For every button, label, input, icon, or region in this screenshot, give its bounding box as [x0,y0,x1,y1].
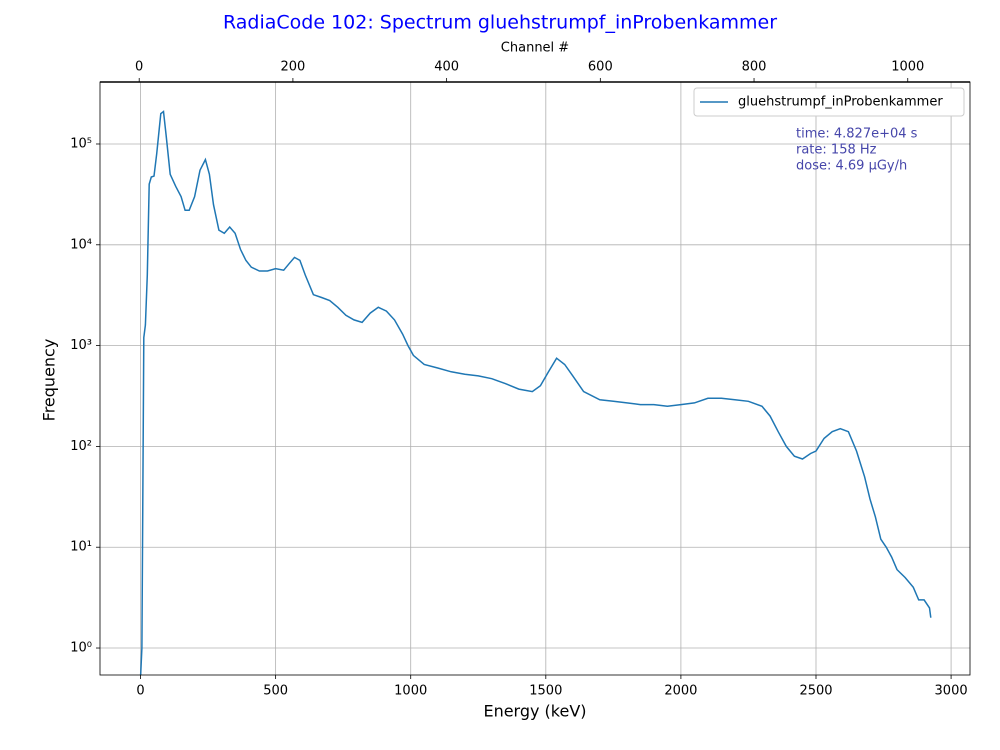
x2-axis-label: Channel # [501,41,569,56]
series-line [139,110,932,675]
y-tick-label: 10² [70,439,92,454]
x2-tick-label: 800 [742,60,767,75]
x-tick-label: 500 [263,684,288,699]
y-tick-label: 10⁵ [70,136,92,151]
y-tick-label: 10³ [70,338,92,353]
x-tick-label: 3000 [935,684,968,699]
x2-tick-label: 0 [135,60,143,75]
annotation: dose: 4.69 µGy/h [796,159,907,174]
annotation: time: 4.827e+04 s [796,127,918,142]
annotation: rate: 158 Hz [796,143,877,158]
x2-tick-label: 1000 [891,60,924,75]
x2-tick-label: 200 [280,60,305,75]
x-tick-label: 1000 [394,684,427,699]
y-tick-label: 10⁴ [70,237,92,252]
x2-tick-label: 400 [434,60,459,75]
y-tick-label: 10⁰ [70,641,92,656]
x2-tick-label: 600 [588,60,613,75]
legend-box [693,87,965,117]
y-axis-label: Frequency [40,339,59,422]
x-tick-label: 0 [136,684,144,699]
x-axis-label: Energy (keV) [483,702,586,721]
y-tick-label: 10¹ [70,540,92,555]
legend-label: gluehstrumpf_inProbenkammer [738,95,943,110]
x-tick-label: 1500 [529,684,562,699]
x-tick-label: 2000 [664,684,697,699]
x-tick-label: 2500 [799,684,832,699]
chart-title: RadiaCode 102: Spectrum gluehstrumpf_inP… [223,12,777,34]
